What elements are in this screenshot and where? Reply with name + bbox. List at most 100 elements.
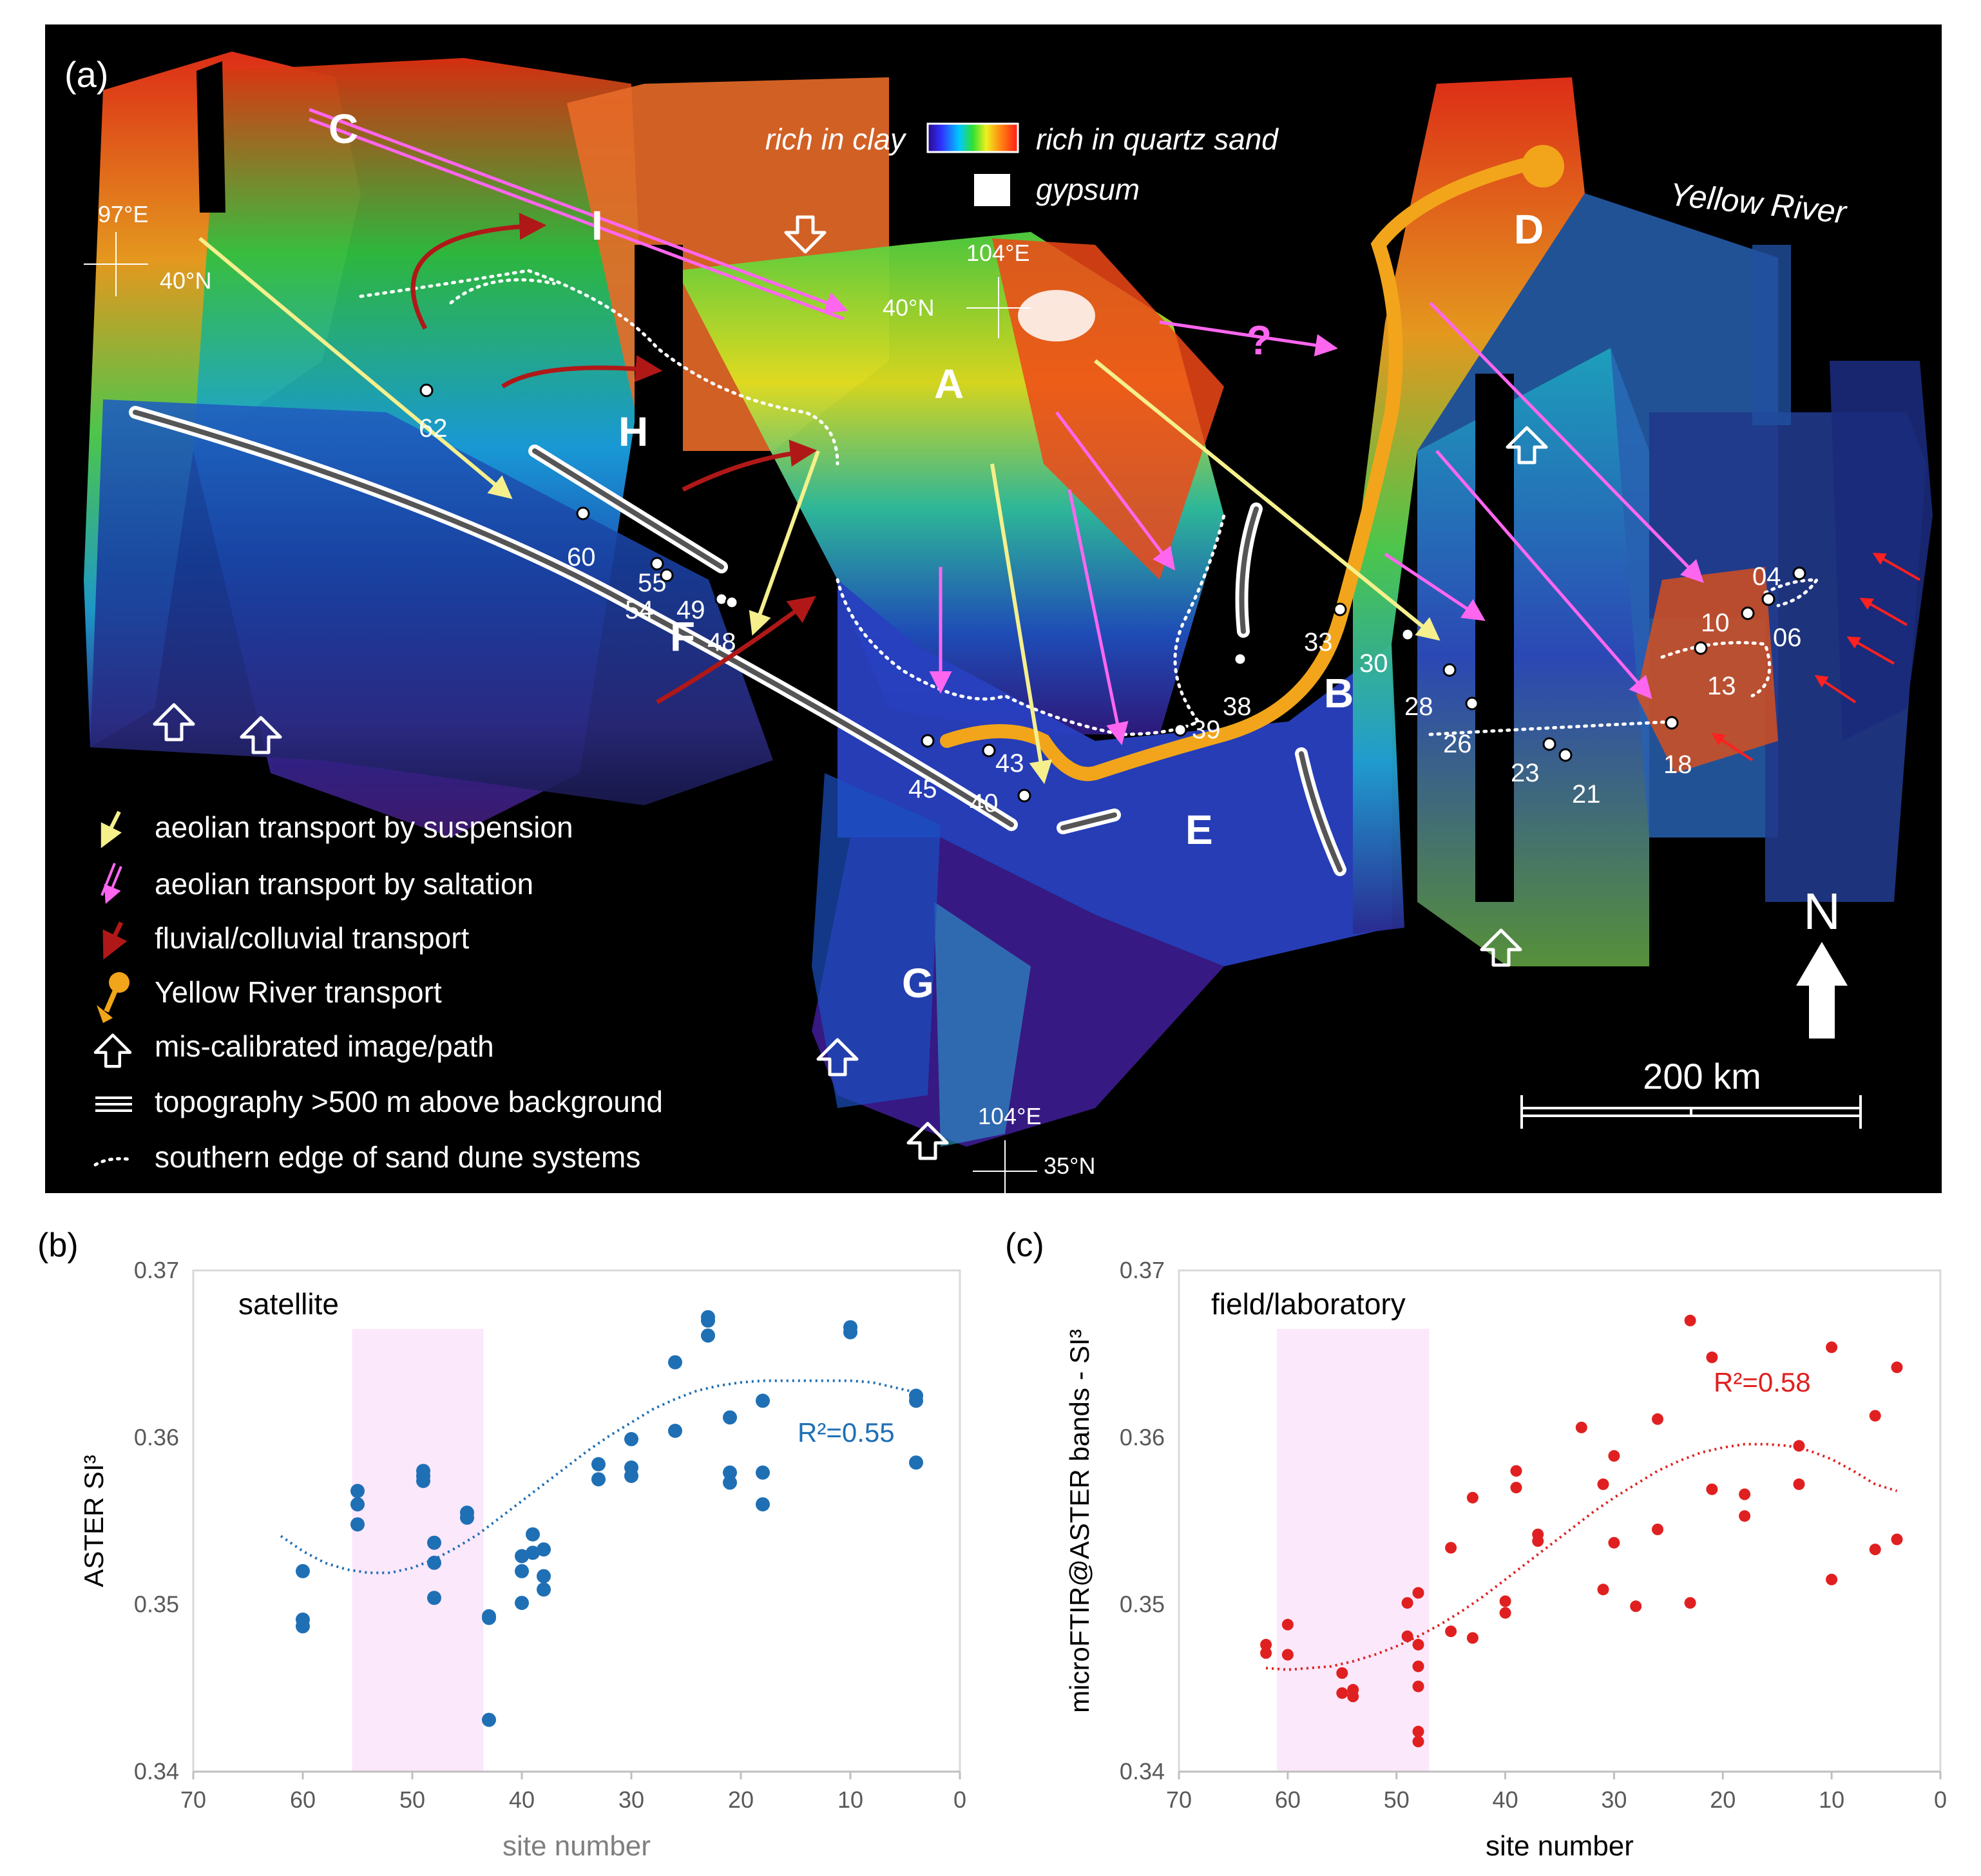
- site-marker: 40: [970, 789, 1031, 818]
- gypsum-label: gypsum: [1036, 173, 1140, 206]
- site-label: 10: [1701, 609, 1730, 637]
- data-point: [1281, 1649, 1294, 1661]
- legend-item-miscalibrated: mis-calibrated image/path: [95, 1029, 494, 1066]
- site-label: 39: [1192, 716, 1221, 744]
- site-marker: 60: [567, 506, 596, 571]
- saltation-arrows: [309, 108, 1704, 745]
- svg-text:aeolian transport by saltation: aeolian transport by saltation: [155, 867, 533, 901]
- site-label: 04: [1752, 562, 1781, 591]
- y-tick-label: 0.36: [1120, 1424, 1165, 1450]
- letter-b: B: [1324, 670, 1354, 716]
- north-label: N: [1803, 883, 1841, 940]
- data-point: [1869, 1544, 1881, 1556]
- x-tick-label: 40: [1493, 1786, 1518, 1813]
- coord-nw-lat: 40°N: [160, 267, 211, 294]
- data-point: [1347, 1690, 1359, 1703]
- data-point: [723, 1475, 737, 1490]
- data-point: [1793, 1478, 1805, 1490]
- panel-b-plot-area: [192, 1269, 961, 1773]
- data-point: [1499, 1607, 1511, 1619]
- panel-c-xlabel: site number: [1486, 1830, 1634, 1862]
- x-tick-label: 50: [399, 1786, 425, 1813]
- data-point: [296, 1619, 310, 1634]
- data-point: [1499, 1595, 1511, 1607]
- letter-i: I: [591, 202, 603, 249]
- svg-text:mis-calibrated image/path: mis-calibrated image/path: [155, 1029, 494, 1063]
- x-tick-label: 60: [290, 1786, 316, 1813]
- site-marker: 49: [676, 592, 729, 624]
- data-point: [1260, 1638, 1272, 1651]
- data-point: [1608, 1536, 1620, 1549]
- data-point: [1510, 1465, 1522, 1477]
- site-label: 26: [1443, 730, 1472, 758]
- data-point: [624, 1469, 638, 1483]
- data-point: [427, 1591, 441, 1605]
- data-point: [756, 1393, 770, 1408]
- colorbar-right-label: rich in quartz sand: [1036, 122, 1279, 156]
- panel-c-ylabel: microFTIR@ASTER bands - SI³: [1064, 1329, 1095, 1713]
- y-tick-label: 0.37: [134, 1257, 179, 1283]
- x-tick-label: 50: [1384, 1786, 1410, 1813]
- data-point: [1891, 1533, 1903, 1546]
- data-point: [1401, 1597, 1413, 1609]
- panel-b-annotation: satellite: [238, 1287, 339, 1321]
- north-arrow: N: [1796, 883, 1848, 1038]
- x-tick-label: 30: [1601, 1786, 1627, 1813]
- site-marker: 26: [1443, 696, 1479, 758]
- site-label: 43: [995, 749, 1024, 778]
- site-label: 18: [1663, 751, 1692, 779]
- colorbar-left-label: rich in clay: [765, 122, 907, 156]
- fluvial-arrows: [410, 213, 818, 705]
- data-point: [1412, 1680, 1424, 1692]
- data-point: [515, 1564, 529, 1578]
- svg-text:aeolian transport by suspensio: aeolian transport by suspension: [155, 810, 573, 844]
- data-point: [1608, 1450, 1620, 1462]
- data-point: [1336, 1687, 1348, 1699]
- panel-c-highlight-band: [1276, 1328, 1430, 1772]
- y-tick-label: 0.35: [134, 1591, 179, 1618]
- y-tick-label: 0.36: [134, 1424, 179, 1450]
- site-marker: 10: [1701, 606, 1755, 637]
- y-tick-label: 0.35: [1120, 1591, 1165, 1618]
- y-tick-label: 0.34: [1120, 1758, 1165, 1785]
- data-point: [909, 1455, 923, 1470]
- site-marker: 48: [707, 595, 739, 656]
- panel-c-axes: 70 60 50 40 30 20 10 0 0.34 0.35 0.36 0.37: [1120, 1257, 1947, 1813]
- data-point: [1412, 1725, 1424, 1737]
- letter-f: F: [670, 613, 695, 660]
- data-point: [1891, 1361, 1903, 1374]
- data-point: [1336, 1667, 1348, 1679]
- site-marker: 21: [1558, 748, 1601, 809]
- site-label: 30: [1359, 649, 1388, 678]
- data-point: [427, 1555, 441, 1570]
- data-point: [843, 1325, 857, 1339]
- site-marker: 23: [1511, 737, 1556, 787]
- panel-a-label: (a): [64, 54, 108, 95]
- data-point: [1412, 1660, 1424, 1672]
- x-tick-label: 10: [837, 1786, 863, 1813]
- panel-c-points: [1260, 1314, 1903, 1748]
- site-label: 33: [1304, 628, 1333, 656]
- x-tick-label: 70: [1166, 1786, 1192, 1813]
- letter-g: G: [902, 960, 934, 1006]
- data-point: [591, 1472, 606, 1487]
- letter-d: D: [1514, 206, 1544, 253]
- data-point: [1869, 1410, 1881, 1422]
- data-point: [526, 1527, 540, 1542]
- data-point: [1652, 1413, 1663, 1425]
- data-point: [1532, 1535, 1544, 1547]
- triple-line-icon: [95, 1096, 132, 1112]
- site-label: 49: [676, 596, 705, 624]
- data-point: [1630, 1600, 1642, 1613]
- data-point: [1412, 1587, 1424, 1599]
- data-point: [515, 1596, 529, 1611]
- panel-b-highlight-band: [352, 1328, 484, 1772]
- panel-c-annotation: field/laboratory: [1211, 1287, 1406, 1321]
- data-point: [1684, 1314, 1696, 1326]
- coord-c-lon: 104°E: [966, 240, 1029, 266]
- site-marker: 33: [1304, 602, 1347, 656]
- x-tick-label: 0: [1934, 1786, 1947, 1813]
- x-tick-label: 60: [1275, 1786, 1301, 1813]
- x-tick-label: 70: [180, 1786, 206, 1813]
- site-label: 54: [625, 596, 654, 624]
